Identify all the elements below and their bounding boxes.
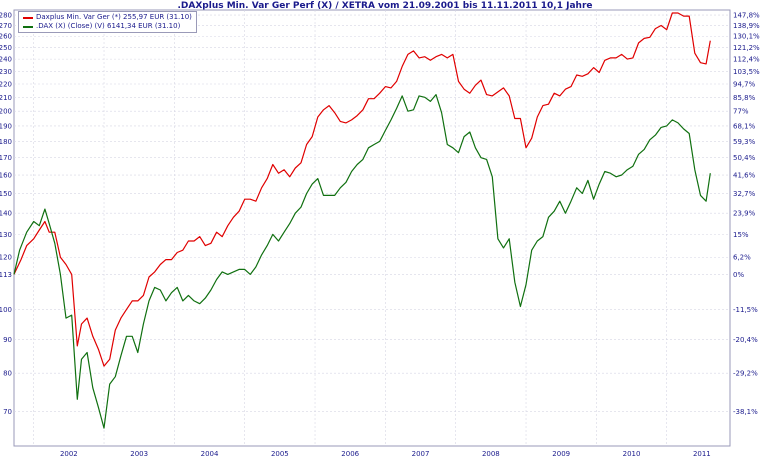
y-tick-left-7: 140 — [0, 210, 12, 218]
y-tick-right-6: 94,7% — [733, 80, 756, 88]
legend-swatch-1 — [23, 16, 33, 19]
y-tick-right-5: 103,5% — [733, 68, 760, 76]
y-tick-left-10: 170 — [0, 154, 12, 162]
y-tick-right-12: 41,6% — [733, 172, 756, 180]
x-tick-2: 2004 — [201, 450, 219, 458]
y-tick-right-18: -11,5% — [733, 306, 758, 314]
y-tick-left-16: 230 — [0, 68, 12, 76]
y-tick-right-10: 59,3% — [733, 138, 756, 146]
x-tick-3: 2005 — [271, 450, 289, 458]
y-tick-right-21: -38,1% — [733, 408, 758, 416]
x-tick-6: 2008 — [482, 450, 500, 458]
y-tick-left-9: 160 — [0, 172, 12, 180]
y-tick-right-16: 6,2% — [733, 254, 751, 262]
y-tick-left-11: 180 — [0, 138, 12, 146]
x-tick-9: 2011 — [693, 450, 711, 458]
y-tick-left-17: 240 — [0, 56, 12, 64]
y-tick-right-13: 32,7% — [733, 190, 756, 198]
x-tick-7: 2009 — [552, 450, 570, 458]
y-tick-right-9: 68,1% — [733, 122, 756, 130]
legend: Daxplus Min. Var Ger (*) 255,97 EUR (31.… — [18, 11, 197, 33]
plot-area — [13, 9, 731, 447]
y-tick-right-20: -29,2% — [733, 370, 758, 378]
x-tick-4: 2006 — [341, 450, 359, 458]
y-tick-left-8: 150 — [0, 190, 12, 198]
y-tick-right-4: 112,4% — [733, 56, 760, 64]
y-tick-left-15: 220 — [0, 80, 12, 88]
y-tick-left-1: 80 — [3, 370, 12, 378]
series-line-2 — [13, 94, 711, 429]
y-tick-left-3: 100 — [0, 306, 12, 314]
y-tick-left-18: 250 — [0, 44, 12, 52]
legend-entry-1: Daxplus Min. Var Ger (*) 255,97 EUR (31.… — [23, 13, 192, 22]
y-tick-right-0: 147,8% — [733, 12, 760, 20]
y-tick-right-2: 130,1% — [733, 33, 760, 41]
chart-title: .DAXplus Min. Var Ger Perf (X) / XETRA v… — [177, 1, 593, 11]
y-tick-left-14: 210 — [0, 94, 12, 102]
x-tick-5: 2007 — [412, 450, 430, 458]
series-line-1 — [13, 12, 711, 367]
y-tick-left-21: 280 — [0, 12, 12, 20]
y-tick-left-6: 130 — [0, 231, 12, 239]
y-tick-right-8: 77% — [733, 108, 749, 116]
y-tick-left-20: 270 — [0, 22, 12, 30]
x-tick-1: 2003 — [130, 450, 148, 458]
y-tick-left-12: 190 — [0, 122, 12, 130]
y-tick-right-11: 50,4% — [733, 154, 756, 162]
y-tick-right-19: -20,4% — [733, 336, 758, 344]
x-tick-0: 2002 — [60, 450, 78, 458]
y-tick-left-13: 200 — [0, 108, 12, 116]
legend-label-1: Daxplus Min. Var Ger (*) 255,97 EUR (31.… — [36, 13, 192, 21]
y-tick-right-14: 23,9% — [733, 210, 756, 218]
y-tick-left-19: 260 — [0, 33, 12, 41]
legend-entry-2: .DAX (X) (Close) (V) 6141,34 EUR (31.10) — [23, 22, 192, 31]
legend-swatch-2 — [23, 25, 33, 28]
y-tick-right-17: 0% — [733, 271, 744, 279]
y-tick-left-2: 90 — [3, 336, 12, 344]
y-tick-left-4: 113 — [0, 271, 12, 279]
y-tick-left-0: 70 — [3, 408, 12, 416]
legend-label-2: .DAX (X) (Close) (V) 6141,34 EUR (31.10) — [36, 22, 181, 30]
y-tick-right-1: 138,9% — [733, 22, 760, 30]
y-tick-right-3: 121,2% — [733, 44, 760, 52]
y-tick-right-7: 85,8% — [733, 94, 756, 102]
x-tick-8: 2010 — [623, 450, 641, 458]
y-tick-left-5: 120 — [0, 254, 12, 262]
y-tick-right-15: 15% — [733, 231, 749, 239]
